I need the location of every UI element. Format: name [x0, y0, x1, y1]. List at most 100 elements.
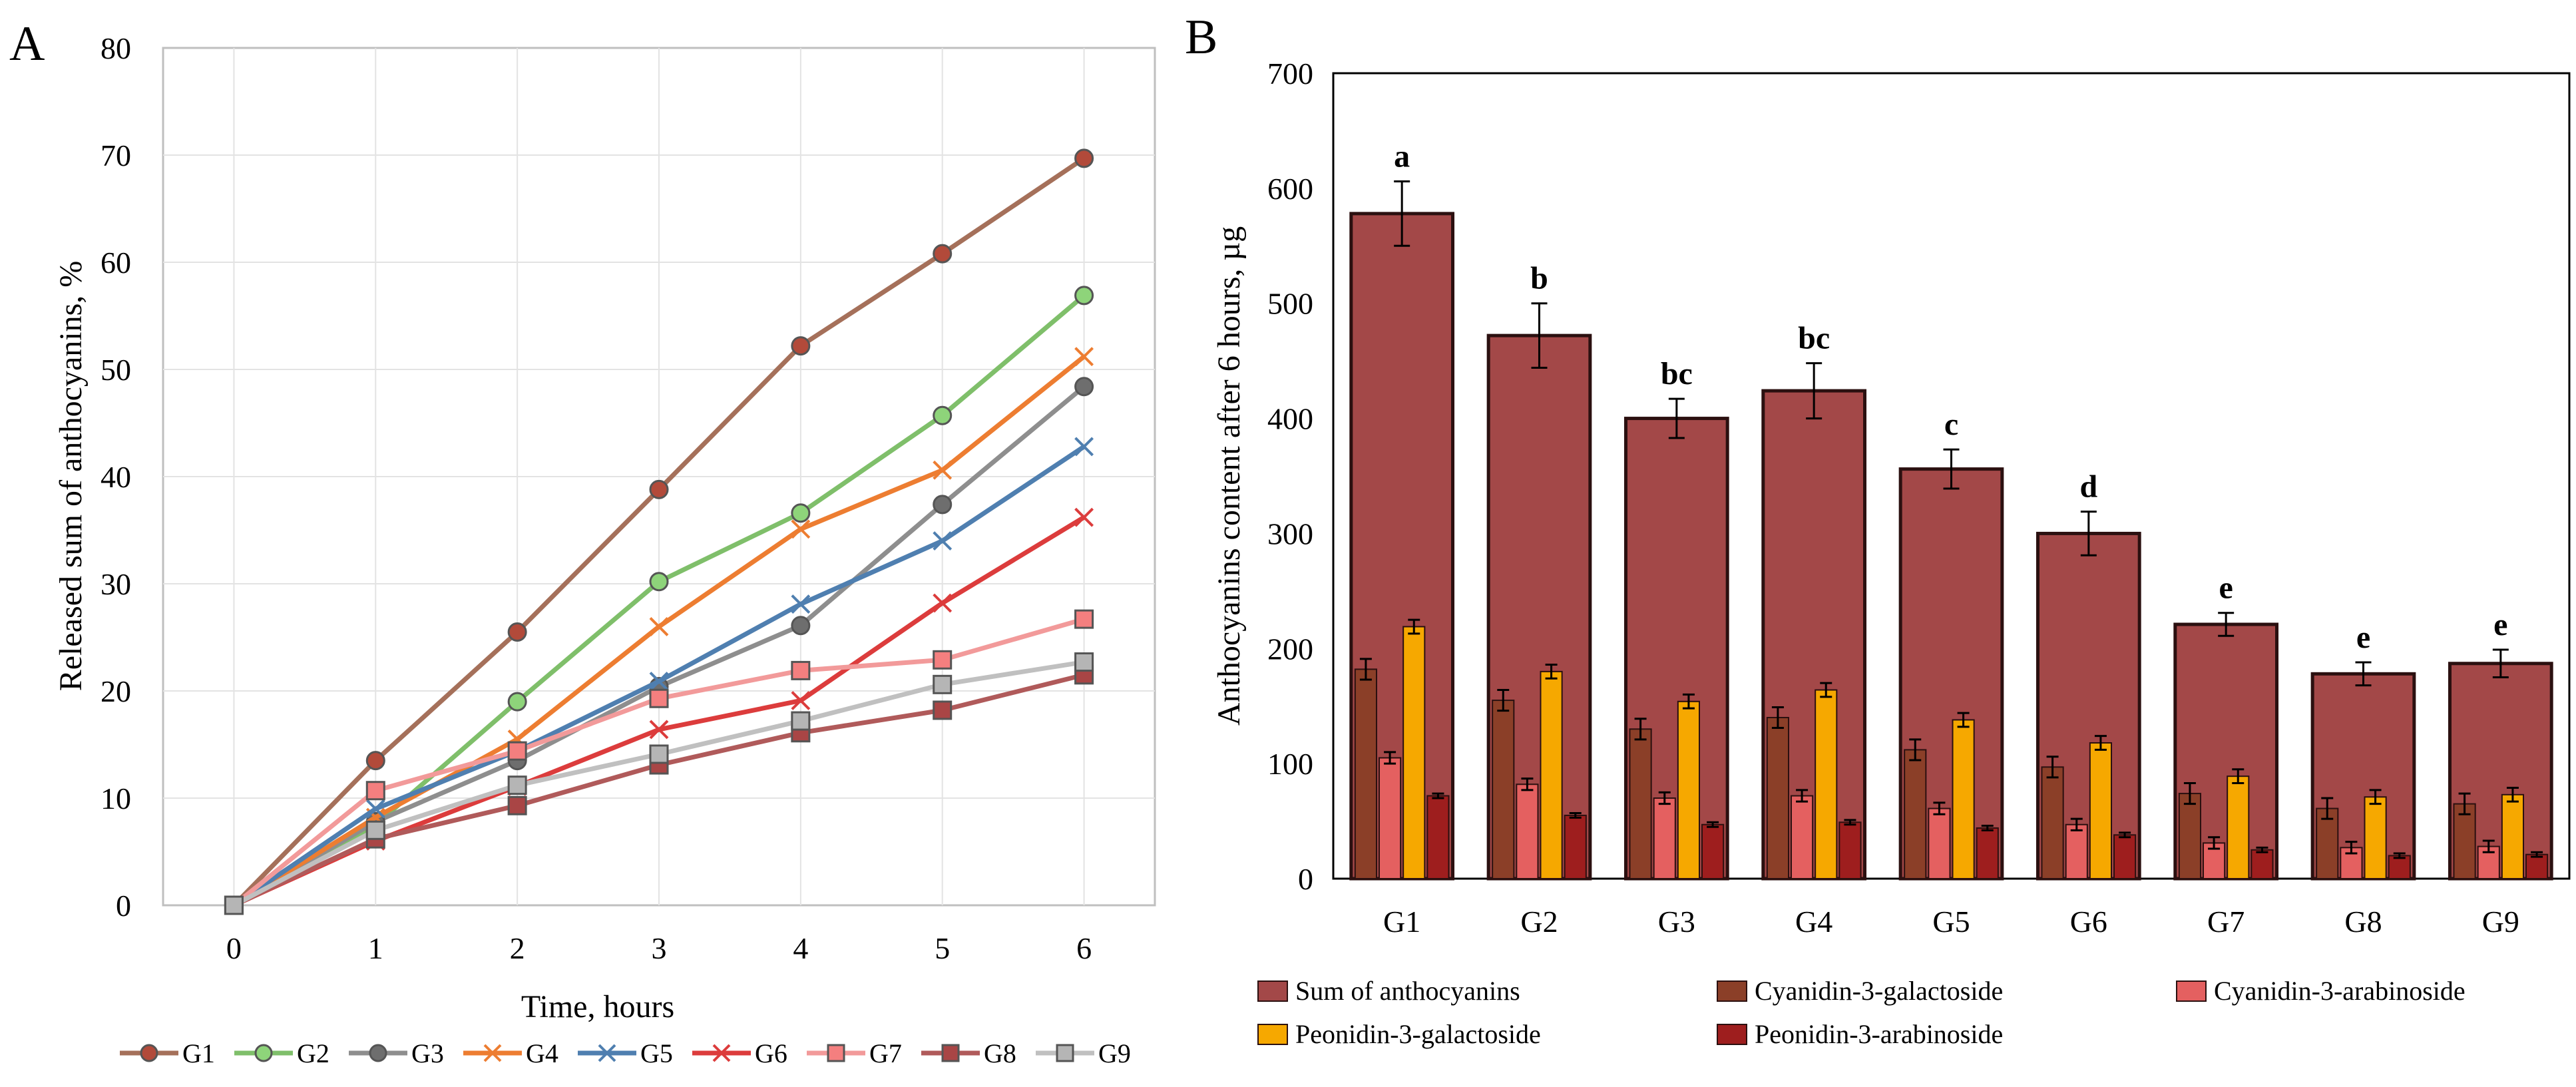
- b-error-G5-Cyanidin-3-galactoside: [1909, 738, 1922, 761]
- a-point-G4-5-stroke-2: [933, 460, 953, 480]
- b-group-G6: d: [2036, 469, 2141, 881]
- b-bar-G3-Cyanidin-3-galactoside: [1629, 728, 1652, 880]
- b-x-tick-label: G7: [2207, 905, 2245, 939]
- a-point-G5-1-stroke-2: [365, 799, 385, 819]
- a-x-tick-label: 6: [1076, 931, 1092, 965]
- b-significance-letter-G3: bc: [1661, 356, 1693, 391]
- b-bar-G4-Cyanidin-3-galactoside: [1766, 717, 1789, 879]
- a-point-G7-3: [649, 688, 669, 708]
- a-point-G8-2: [507, 795, 527, 815]
- a-series-G1: [224, 148, 1094, 915]
- b-error-G5-Peonidin-3-galactoside: [1957, 712, 1970, 728]
- b-bar-G3-Peonidin-3-galactoside: [1677, 700, 1701, 880]
- b-bar-G1-Cyanidin-3-arabinoside: [1378, 757, 1402, 879]
- b-bar-G5-Cyanidin-3-galactoside: [1904, 749, 1927, 880]
- b-bar-G5-Cyanidin-3-arabinoside: [1928, 807, 1951, 879]
- a-point-G4-6: [1074, 347, 1094, 367]
- a-legend-label: G1: [182, 1038, 215, 1068]
- b-y-tick-label: 700: [1267, 57, 1313, 91]
- b-group-G5: c: [1898, 407, 2004, 881]
- b-bar-G6-Peonidin-3-arabinoside: [2113, 834, 2137, 880]
- b-legend-label: Peonidin-3-galactoside: [1295, 1019, 1541, 1049]
- panel-b-legend: Sum of anthocyanins Cyanidin-3-galactosid…: [1257, 976, 2466, 1049]
- b-error-G8-Cyanidin-3-galactoside: [2321, 797, 2334, 820]
- a-point-G3-6: [1074, 377, 1094, 397]
- b-x-tick-label: G5: [1932, 905, 1970, 939]
- a-point-G4-4-stroke-2: [791, 519, 811, 539]
- a-legend-item-G4: G4: [463, 1038, 558, 1068]
- b-significance-letter-G8: e: [2356, 620, 2370, 655]
- b-group-G4: bc: [1761, 321, 1867, 881]
- b-error-G3-Peonidin-3-arabinoside: [1707, 821, 1719, 828]
- b-error-G6-Peonidin-3-galactoside: [2094, 735, 2107, 751]
- b-error-G6-Cyanidin-3-galactoside: [2046, 756, 2059, 779]
- a-point-G4-4: [791, 519, 811, 539]
- a-point-G4-3-stroke-2: [649, 616, 669, 636]
- b-bar-G2-Cyanidin-3-arabinoside: [1516, 783, 1539, 880]
- b-bar-G3-Cyanidin-3-arabinoside: [1653, 797, 1676, 879]
- a-point-G5-5-stroke-2: [933, 531, 953, 551]
- b-legend-swatch: [2176, 980, 2207, 1002]
- a-legend-marker-stroke-2: [483, 1044, 502, 1062]
- a-y-tick-label: 80: [101, 31, 131, 65]
- a-legend-marker: [254, 1044, 273, 1062]
- a-x-tick-label: 3: [652, 931, 667, 965]
- panel-a-gridlines: [163, 48, 1155, 905]
- panel-a-series: [224, 148, 1094, 915]
- b-legend-item-2: Cyanidin-3-arabinoside: [2176, 976, 2466, 1006]
- panel-a-legend: G1 G2 G3 G4 G5 G6 G7 G8 G9: [120, 1038, 1131, 1068]
- b-legend-label: Sum of anthocyanins: [1295, 976, 1520, 1006]
- b-legend-swatch: [1257, 1024, 1288, 1045]
- b-total-error-G3: [1668, 397, 1685, 439]
- panel-a-y-ticks: 0 10 20 30 40 50 60 70 80: [101, 31, 131, 923]
- panel-a-x-ticks: 0 1 2 3 4 5 6: [226, 931, 1092, 965]
- b-error-G5-Peonidin-3-arabinoside: [1981, 824, 1994, 831]
- b-bar-G1-Peonidin-3-arabinoside: [1426, 795, 1450, 879]
- b-error-G1-Cyanidin-3-galactoside: [1359, 658, 1372, 681]
- a-legend-label: G5: [640, 1038, 673, 1068]
- a-point-G9-6: [1074, 652, 1094, 672]
- a-point-G8-5: [933, 700, 953, 720]
- a-point-G1-1: [365, 751, 385, 771]
- b-bar-G2-Peonidin-3-galactoside: [1540, 670, 1563, 879]
- b-error-G7-Cyanidin-3-galactoside: [2183, 782, 2196, 805]
- a-legend-marker: [369, 1044, 387, 1062]
- b-legend-swatch: [1717, 1024, 1747, 1045]
- b-legend-label: Peonidin-3-arabinoside: [1755, 1019, 2003, 1049]
- a-legend-item-G5: G5: [578, 1038, 673, 1068]
- b-legend-label: Cyanidin-3-galactoside: [1755, 976, 2003, 1006]
- panel-b-bars: a b bc bc c d e e e: [1349, 138, 2553, 881]
- b-significance-letter-G4: bc: [1798, 321, 1830, 356]
- b-significance-letter-G2: b: [1530, 261, 1548, 296]
- a-y-tick-label: 10: [101, 781, 131, 815]
- b-group-G3: bc: [1623, 356, 1729, 881]
- a-legend-marker: [1056, 1044, 1074, 1062]
- b-error-G2-Cyanidin-3-arabinoside: [1521, 777, 1534, 791]
- b-error-G3-Peonidin-3-galactoside: [1682, 693, 1695, 710]
- a-point-G6-6: [1074, 507, 1094, 527]
- b-group-G7: e: [2173, 570, 2279, 881]
- b-bar-G2-Peonidin-3-arabinoside: [1564, 814, 1587, 880]
- a-legend-marker: [941, 1044, 960, 1062]
- a-point-G4-5: [933, 460, 953, 480]
- b-legend-label: Cyanidin-3-arabinoside: [2214, 976, 2466, 1006]
- a-point-G1-2: [507, 622, 527, 642]
- a-legend-item-G8: G8: [921, 1038, 1016, 1068]
- b-legend-item-1: Cyanidin-3-galactoside: [1717, 976, 2003, 1006]
- a-point-G5-5: [933, 531, 953, 551]
- a-point-G6-4-stroke-2: [791, 691, 811, 710]
- b-total-error-G2: [1531, 302, 1548, 369]
- b-legend-item-0: Sum of anthocyanins: [1257, 976, 1520, 1006]
- b-y-tick-label: 200: [1267, 632, 1313, 666]
- a-point-G7-5: [933, 650, 953, 670]
- a-point-G1-4: [791, 336, 811, 356]
- b-error-G6-Cyanidin-3-arabinoside: [2070, 817, 2083, 831]
- a-point-G2-5: [933, 405, 953, 425]
- a-legend-item-G2: G2: [234, 1038, 329, 1068]
- b-error-G8-Peonidin-3-arabinoside: [2393, 852, 2406, 859]
- b-total-error-G5: [1943, 448, 1960, 490]
- b-total-error-G4: [1806, 362, 1823, 420]
- b-significance-letter-G6: d: [2079, 469, 2097, 505]
- a-legend-label: G7: [869, 1038, 902, 1068]
- b-error-G8-Peonidin-3-galactoside: [2369, 789, 2382, 805]
